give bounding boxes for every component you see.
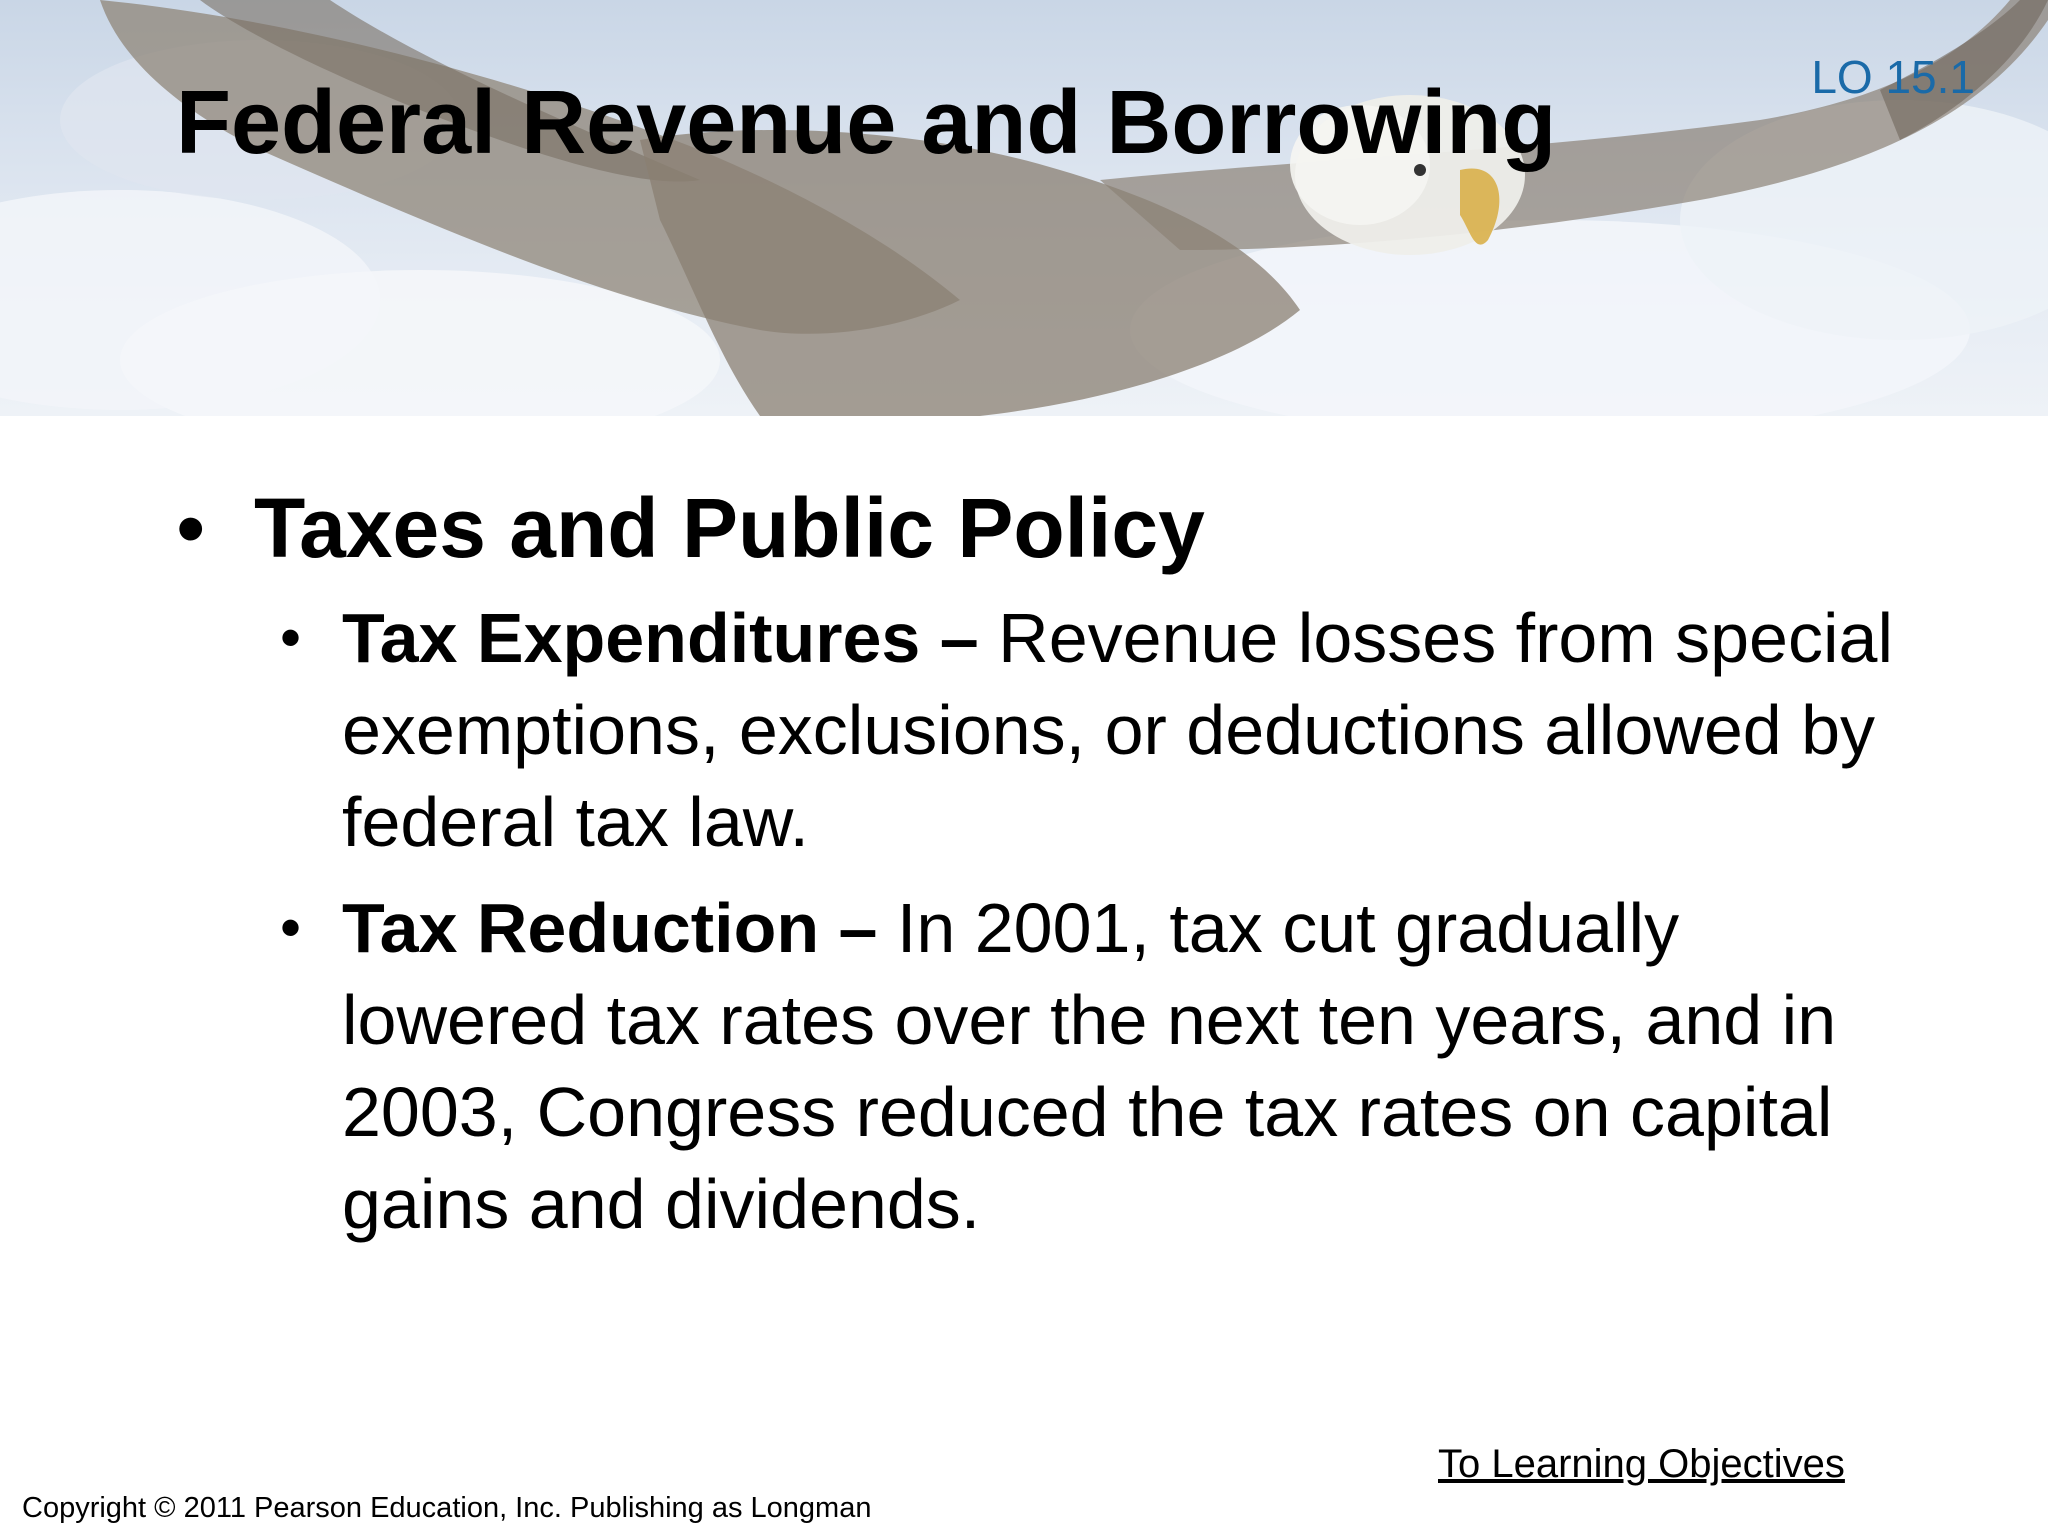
sub-bullet-text: Revenue losses from special exemptions, … [342,599,1894,861]
main-bullet-text: Taxes and Public Policy [254,481,1205,575]
slide-content: • Taxes and Public Policy • Tax Expendit… [176,478,1926,1264]
bullet-icon: • [176,481,206,575]
bullet-icon: • [280,604,302,671]
sub-bullet-tax-expenditures: • Tax Expenditures – Revenue losses from… [280,592,1926,868]
sub-bullet-tax-reduction: • Tax Reduction – In 2001, tax cut gradu… [280,882,1926,1250]
bullet-icon: • [280,894,302,961]
header-banner-image [0,0,2048,416]
copyright-notice: Copyright © 2011 Pearson Education, Inc.… [22,1492,872,1524]
to-learning-objectives-link[interactable]: To Learning Objectives [1438,1442,1845,1486]
slide-title: Federal Revenue and Borrowing [176,73,1557,173]
learning-objective-tag: LO 15.1 [1811,51,1975,103]
sub-bullet-text: In 2001, tax cut gradually lowered tax r… [342,889,1837,1243]
sub-bullet-list: • Tax Expenditures – Revenue losses from… [176,592,1926,1250]
eagle-sky-image [0,0,2048,416]
main-bullet: • Taxes and Public Policy [176,478,1926,578]
sub-bullet-term: Tax Expenditures – [342,599,979,677]
sub-bullet-term: Tax Reduction – [342,889,878,967]
